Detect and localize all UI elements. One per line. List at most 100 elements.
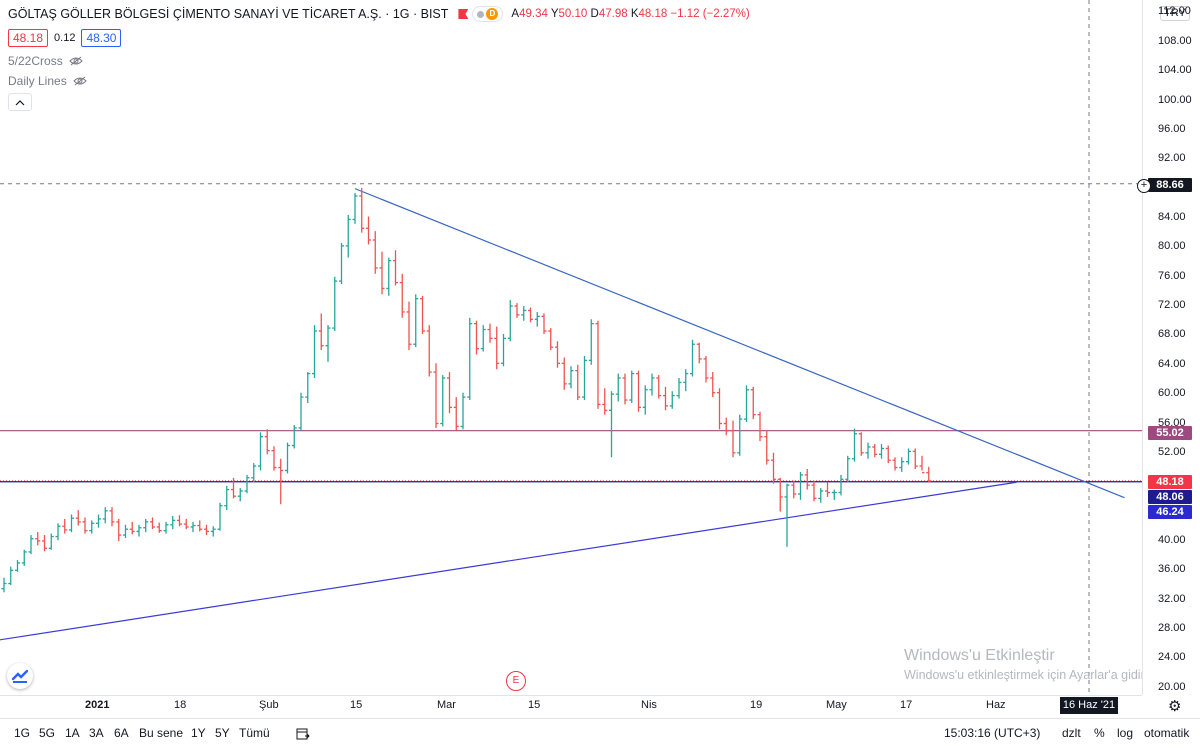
range-button[interactable]: 6A: [114, 726, 129, 740]
price-tick-label: 96.00: [1158, 122, 1186, 135]
tradingview-logo[interactable]: [7, 663, 33, 689]
price-tick-label: 64.00: [1158, 357, 1186, 370]
ohlc-bar: [453, 397, 459, 431]
time-tick-label: 18: [174, 699, 187, 711]
ohlc-bar: [750, 386, 756, 420]
range-button[interactable]: 5G: [39, 726, 56, 740]
ohlc-bar: [217, 502, 223, 531]
ohlc-bar: [136, 524, 142, 537]
price-axis[interactable]: [1142, 0, 1200, 695]
ohlc-bar: [710, 372, 716, 398]
price-tick-label: 84.00: [1158, 210, 1186, 223]
ohlc-bar: [818, 488, 824, 503]
price-tick-label: 68.00: [1158, 328, 1186, 341]
ohlc-bar: [669, 391, 675, 409]
price-tick-label: 100.00: [1158, 93, 1192, 106]
legend-row: GÖLTAŞ GÖLLER BÖLGESİ ÇİMENTO SANAYİ VE …: [8, 6, 750, 22]
add-alert-icon[interactable]: +: [1137, 179, 1151, 193]
range-button[interactable]: Bu sene: [139, 726, 184, 740]
ohlc-bar: [690, 339, 695, 377]
delay-badge: D: [486, 8, 499, 20]
chevron-up-icon: [15, 100, 25, 106]
log-toggle[interactable]: log: [1117, 726, 1134, 740]
high-label: Y: [550, 8, 559, 20]
ohlc-bar: [737, 414, 743, 456]
chart-canvas[interactable]: [0, 0, 1142, 695]
adjust-toggle[interactable]: dzlt: [1062, 726, 1081, 740]
ohlc-bar: [143, 518, 149, 533]
ohlc-bar: [825, 482, 830, 497]
ohlc-bar: [129, 521, 135, 535]
ohlc-bar: [399, 273, 405, 318]
low-value: 47.98: [598, 8, 628, 20]
ohlc-bar: [8, 566, 14, 585]
clock-display[interactable]: 15:03:16 (UTC+3): [944, 726, 1041, 740]
ohlc-bar: [69, 514, 74, 533]
currency-button[interactable]: TRY: [1160, 6, 1190, 21]
auto-scale-toggle[interactable]: otomatik: [1144, 726, 1190, 740]
ohlc-bar: [656, 375, 662, 399]
price-tick-label: 60.00: [1158, 387, 1186, 400]
ohlc-bar: [82, 517, 88, 534]
symbol-title[interactable]: GÖLTAŞ GÖLLER BÖLGESİ ÇİMENTO SANAYİ VE …: [8, 7, 449, 21]
ohlc-bar: [447, 372, 452, 414]
ohlc-bar: [183, 518, 189, 530]
ohlc-bar: [197, 520, 203, 532]
ohlc-bar: [811, 480, 817, 502]
ohlc-bar: [298, 392, 304, 431]
crosshair-date-text: 16 Haz '21: [1062, 699, 1116, 711]
bid-price-button[interactable]: 48.18: [8, 29, 49, 47]
percent-toggle[interactable]: %: [1094, 726, 1105, 740]
ohlc-bar: [1, 577, 7, 593]
trend-line-descending: [354, 188, 1125, 499]
range-button[interactable]: 1G: [14, 726, 31, 740]
indicator-label: Daily Lines: [8, 74, 67, 88]
ohlc-bar: [899, 457, 905, 472]
range-button[interactable]: 3A: [89, 726, 104, 740]
date-range-calendar-icon[interactable]: [296, 727, 310, 746]
price-tick-label: 112.00: [1158, 5, 1191, 18]
range-button[interactable]: Tümü: [239, 726, 270, 740]
price-tick-label: 104.00: [1158, 64, 1192, 77]
price-tick-label: 76.00: [1158, 269, 1186, 282]
high-value: 50.10: [558, 8, 588, 20]
ohlc-bar: [919, 455, 925, 474]
range-button[interactable]: 5Y: [215, 726, 230, 740]
ohlc-bar: [426, 325, 432, 377]
close-value: 48.18: [638, 8, 668, 20]
time-axis[interactable]: [0, 695, 1142, 718]
change-value: −1.12 (−2.27%): [670, 8, 750, 20]
dot-icon: [477, 10, 485, 18]
indicator-5-22-cross[interactable]: 5/22Cross: [8, 54, 83, 68]
collapse-legend-button[interactable]: [8, 93, 32, 111]
ohlc-bar: [123, 524, 128, 539]
ohlc-bar: [622, 373, 628, 405]
ohlc-bar: [420, 295, 425, 334]
ohlc-bar: [264, 429, 270, 455]
level-tag-text: 46.24: [1156, 506, 1184, 518]
ohlc-bar: [163, 521, 169, 534]
indicator-daily-lines[interactable]: Daily Lines: [8, 74, 87, 88]
ohlc-bar: [190, 521, 196, 533]
earnings-marker[interactable]: E: [506, 671, 526, 691]
ohlc-bar: [332, 276, 338, 332]
ask-price-button[interactable]: 48.30: [81, 29, 122, 47]
level-tag-48-06: 48.06: [1148, 490, 1192, 504]
open-label: A: [511, 8, 520, 20]
ohlc-bar: [588, 319, 594, 365]
ohlc-bar: [413, 294, 419, 348]
crosshair-price-text: 88.66: [1156, 179, 1184, 191]
ohlc-bar: [723, 417, 729, 436]
ohlc-bar: [649, 373, 655, 396]
ohlc-bar: [318, 313, 324, 351]
settings-gear-icon[interactable]: ⚙: [1168, 698, 1182, 715]
range-button[interactable]: 1Y: [191, 726, 206, 740]
price-chart[interactable]: [0, 0, 1142, 695]
ohlc-bar: [852, 428, 857, 462]
ohlc-bar: [440, 375, 446, 427]
eye-hidden-icon[interactable]: [68, 56, 83, 66]
eye-hidden-icon[interactable]: [72, 76, 87, 86]
data-badge-pill[interactable]: D: [472, 6, 504, 22]
ohlc-bar: [845, 455, 851, 483]
range-button[interactable]: 1A: [65, 726, 80, 740]
